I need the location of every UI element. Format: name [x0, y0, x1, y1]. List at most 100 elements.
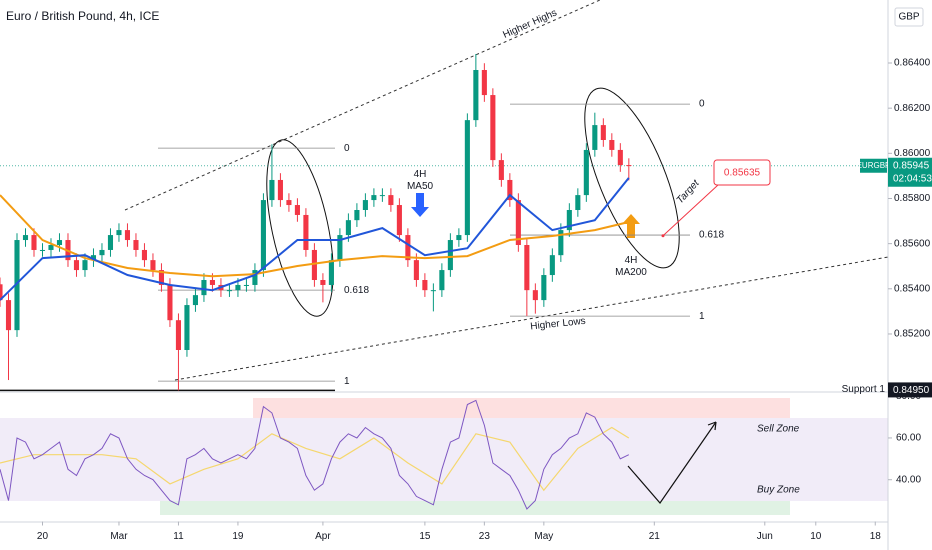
candle-body [422, 280, 428, 291]
support-box [888, 382, 932, 398]
candle-body [379, 195, 385, 197]
ellipse-right [584, 87, 680, 269]
candle-body [481, 70, 487, 96]
candle-body [252, 270, 258, 285]
candle-body [524, 245, 530, 291]
candle-body [549, 255, 555, 276]
rsi-ma-line [0, 426, 630, 492]
candle-body [320, 280, 326, 285]
candle-body [133, 240, 139, 250]
candle-body [447, 240, 453, 271]
candle-body [0, 284, 3, 301]
y-tick-label: 0.85600 [894, 238, 931, 249]
candle-body [609, 140, 615, 150]
x-tick-label: 20 [37, 531, 49, 542]
ma200-label-line: MA200 [615, 267, 647, 278]
support-label: Support 1 [842, 384, 886, 395]
higher-highs-label: Higher Highs [501, 7, 558, 41]
y-tick-label: 0.86400 [894, 58, 931, 69]
symbol-box [860, 158, 887, 173]
candle-body [600, 125, 606, 140]
support-value: 0.84950 [893, 385, 930, 396]
y-tick-label: 0.86200 [894, 103, 931, 114]
lower-trendline [174, 256, 889, 381]
ma200-label: 4H MA200 [615, 255, 647, 278]
x-tick-label: 21 [649, 531, 661, 542]
candle-body [226, 290, 232, 292]
higher-lows-label: Higher Lows [530, 316, 586, 333]
sell-zone-band [253, 398, 790, 418]
currency: GBP [898, 12, 919, 23]
fib-label: 0 [699, 99, 705, 110]
ma200-arrow [622, 214, 640, 238]
candle-body [396, 205, 402, 236]
target-arrow [662, 184, 719, 237]
rsi-line [0, 399, 630, 510]
candle-body [311, 249, 317, 280]
candle-body [294, 205, 300, 215]
buy-zone-label: Buy Zone [757, 485, 800, 496]
x-tick-label: 19 [232, 531, 244, 542]
candle-body [413, 260, 419, 280]
candle-body [583, 149, 589, 196]
candle-body [175, 320, 181, 350]
candle-body [354, 210, 360, 221]
y-tick-label: 0.86000 [894, 148, 931, 159]
fib-label: 0.618 [344, 285, 369, 296]
candle-body [39, 249, 46, 251]
candle-body [48, 245, 54, 250]
rsi-tick-label: 40.00 [896, 474, 921, 485]
candle-body [56, 240, 63, 245]
target-label: Target [675, 177, 703, 206]
candle-body [575, 195, 581, 210]
candle-body [99, 249, 105, 256]
ma200-line [0, 194, 630, 278]
candle-body [626, 165, 632, 167]
buy-zone-band [160, 501, 790, 515]
sell-zone-label: Sell Zone [757, 424, 800, 435]
rsi-tick-label: 60.00 [896, 433, 921, 444]
ma50-arrow [411, 193, 429, 217]
candle-body [507, 179, 513, 201]
candle-body [566, 210, 572, 231]
fib-label: 0 [344, 143, 350, 154]
candle-body [277, 179, 283, 201]
candle-body [116, 230, 122, 236]
candle-body [405, 235, 411, 261]
candle-body [107, 235, 114, 250]
candle-body [22, 235, 29, 241]
ellipse-left [266, 139, 334, 317]
candle-body [167, 284, 173, 321]
x-tick-label: Jun [757, 531, 773, 542]
candle-body [328, 260, 334, 285]
fib-label: 1 [699, 311, 705, 322]
candle-body [269, 179, 275, 201]
candle-body [192, 295, 198, 306]
candle-body [260, 200, 266, 271]
target-box [713, 159, 771, 186]
ma200-label-line: 4H [625, 255, 638, 266]
candle-body [184, 305, 190, 350]
chart-title: Euro / British Pound, 4h, ICE [6, 9, 159, 23]
candle-body [532, 290, 538, 301]
candle-body [31, 235, 37, 250]
candle-body [515, 200, 521, 245]
candle-body [150, 260, 156, 271]
candle-body [158, 270, 165, 285]
candle-body [90, 255, 97, 261]
candle-body [558, 230, 564, 256]
currency-box [894, 7, 924, 27]
candle-body [209, 280, 215, 285]
x-tick-label: 23 [479, 531, 491, 542]
ma50-label-line: MA50 [407, 181, 434, 192]
candle-body [592, 125, 598, 150]
candle-body [337, 235, 343, 261]
candle-body [541, 275, 547, 301]
y-tick-label: 0.85200 [894, 329, 931, 340]
rsi-projection-head [707, 421, 717, 431]
candle-body [286, 200, 292, 206]
candle-body [82, 260, 88, 271]
candle-body [617, 149, 623, 166]
target-value: 0.85635 [724, 168, 761, 179]
